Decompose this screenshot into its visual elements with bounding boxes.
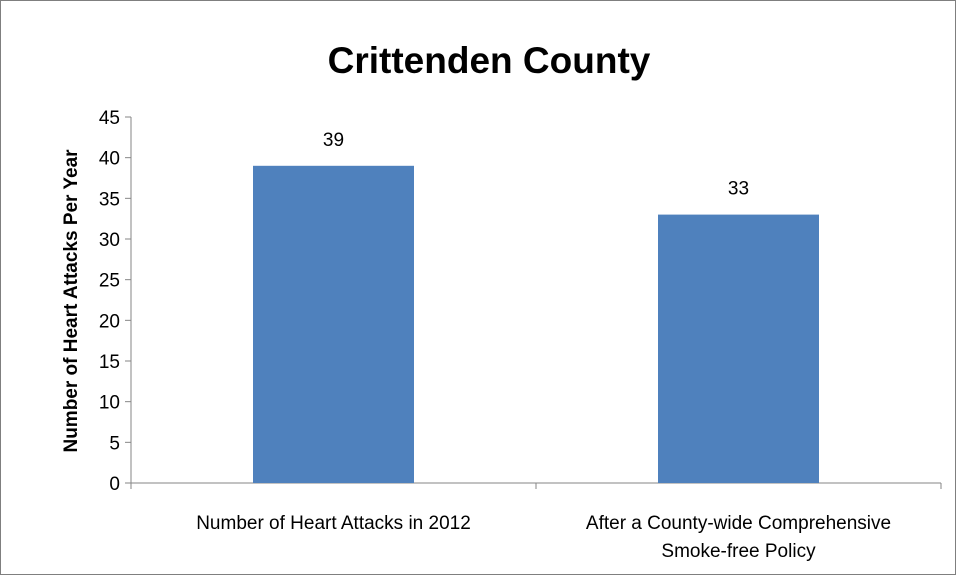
y-tick-label: 5 xyxy=(109,433,120,454)
y-axis-label: Number of Heart Attacks Per Year xyxy=(61,149,82,453)
bar[interactable] xyxy=(253,165,414,484)
y-tick-label: 40 xyxy=(99,149,120,170)
chart-title: Crittenden County xyxy=(328,40,651,81)
y-tick-label: 10 xyxy=(99,393,120,414)
y-tick-label: 45 xyxy=(99,108,120,129)
bar-value-label: 39 xyxy=(323,130,344,151)
y-tick-label: 35 xyxy=(99,189,120,210)
x-category-label: After a County-wide Comprehensive xyxy=(586,513,891,534)
x-category-label: Smoke-free Policy xyxy=(661,541,816,562)
y-tick-label: 0 xyxy=(109,474,120,495)
bar-value-label: 33 xyxy=(728,179,749,200)
y-tick-label: 30 xyxy=(99,230,120,251)
y-tick-label: 25 xyxy=(99,271,120,292)
y-tick-label: 15 xyxy=(99,352,120,373)
plot-area: 0 5 10 15 20 25 30 35 40 45 39 Number of Heart Atta… xyxy=(99,108,942,562)
y-tick-label: 20 xyxy=(99,311,120,332)
x-category-label: Number of Heart Attacks in 2012 xyxy=(196,513,471,534)
bar[interactable] xyxy=(658,214,819,483)
